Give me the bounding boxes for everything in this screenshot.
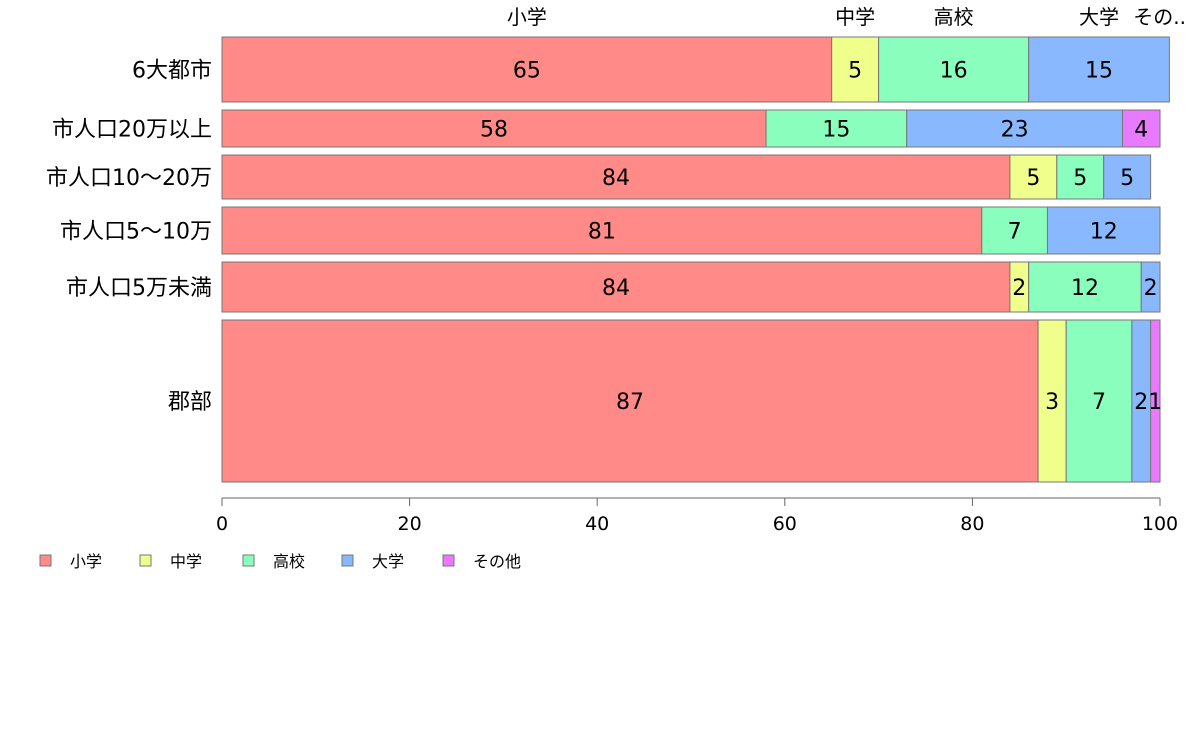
x-tick-label: 20: [398, 513, 422, 535]
bar-value-label: 1: [1148, 390, 1162, 415]
category-label: 市人口10〜20万: [46, 166, 212, 191]
bar-segment: [1103, 154, 1152, 200]
bar-value-label: 87: [616, 390, 644, 415]
bar-value-label: 4: [1134, 118, 1148, 143]
bar-segment: [221, 36, 833, 103]
bar-value-label: 15: [822, 118, 850, 143]
legend: 小学 中学 高校 大学 その他: [39, 552, 521, 571]
bar-value-label: 81: [588, 220, 616, 245]
legend-swatch: [242, 554, 255, 567]
legend-label: 中学: [170, 552, 202, 571]
bar-segment: [221, 206, 983, 255]
bar-value-label: 12: [1071, 276, 1099, 301]
x-tick-label: 100: [1142, 513, 1178, 535]
legend-swatch: [341, 554, 354, 567]
bar-value-label: 12: [1090, 220, 1118, 245]
x-tick-label: 60: [773, 513, 797, 535]
bar-value-label: 2: [1144, 276, 1158, 301]
x-tick-label: 40: [585, 513, 609, 535]
bar-segment: [981, 206, 1048, 255]
top-series-label: 中学: [835, 5, 875, 29]
bar-value-label: 2: [1134, 390, 1148, 415]
legend-label: 小学: [70, 552, 102, 571]
bar-value-label: 23: [1001, 118, 1029, 143]
bar-segment: [221, 319, 1039, 483]
top-series-label: その..: [1133, 5, 1186, 29]
bar-value-label: 84: [602, 166, 630, 191]
category-label: 郡部: [168, 390, 212, 415]
bar-segment: [1046, 206, 1161, 255]
bar-segment: [878, 36, 1030, 103]
top-series-label: 小学: [507, 5, 547, 29]
bar-value-label: 7: [1092, 390, 1106, 415]
legend-label: 大学: [372, 552, 404, 571]
bar-segment: [1150, 319, 1161, 483]
bar-value-label: 84: [602, 276, 630, 301]
bar-value-label: 65: [513, 59, 541, 84]
legend-label: 高校: [273, 552, 305, 571]
bar-value-label: 5: [1120, 166, 1134, 191]
bar-segment: [906, 109, 1123, 148]
bar-segment: [1140, 261, 1161, 313]
x-tick-label: 0: [216, 513, 228, 535]
bar-segment: [221, 261, 1011, 313]
bar-segment: [221, 109, 767, 148]
legend-label: その他: [473, 552, 521, 571]
bar-segment: [221, 154, 1011, 200]
legend-swatch: [442, 554, 455, 567]
bar-value-label: 5: [1073, 166, 1087, 191]
top-labels: 小学 中学 高校 大学 その..: [507, 5, 1186, 29]
bar-segment: [1028, 261, 1142, 313]
bar-value-label: 7: [1008, 220, 1022, 245]
bar-segment: [831, 36, 880, 103]
x-tick-label: 80: [960, 513, 984, 535]
legend-swatch: [39, 554, 52, 567]
category-label: 市人口5万未満: [66, 276, 212, 301]
category-label: 市人口5〜10万: [60, 220, 212, 245]
bar-value-label: 2: [1012, 276, 1026, 301]
bar-segment: [1028, 36, 1170, 103]
bar-value-label: 5: [848, 59, 862, 84]
bar-segment: [1009, 154, 1058, 200]
bar-value-label: 16: [940, 59, 968, 84]
bar-segment: [765, 109, 908, 148]
top-series-label: 高校: [934, 5, 974, 29]
legend-swatch: [139, 554, 152, 567]
bar-value-label: 15: [1085, 59, 1113, 84]
bar-value-label: 3: [1045, 390, 1059, 415]
x-axis: 0 20 40 60 80 100: [216, 497, 1178, 535]
top-series-label: 大学: [1079, 5, 1119, 29]
bar-value-label: 58: [480, 118, 508, 143]
category-label: 6大都市: [132, 59, 212, 84]
category-label: 市人口20万以上: [52, 118, 212, 143]
bar-value-label: 5: [1026, 166, 1040, 191]
bar-segment: [1121, 109, 1161, 148]
